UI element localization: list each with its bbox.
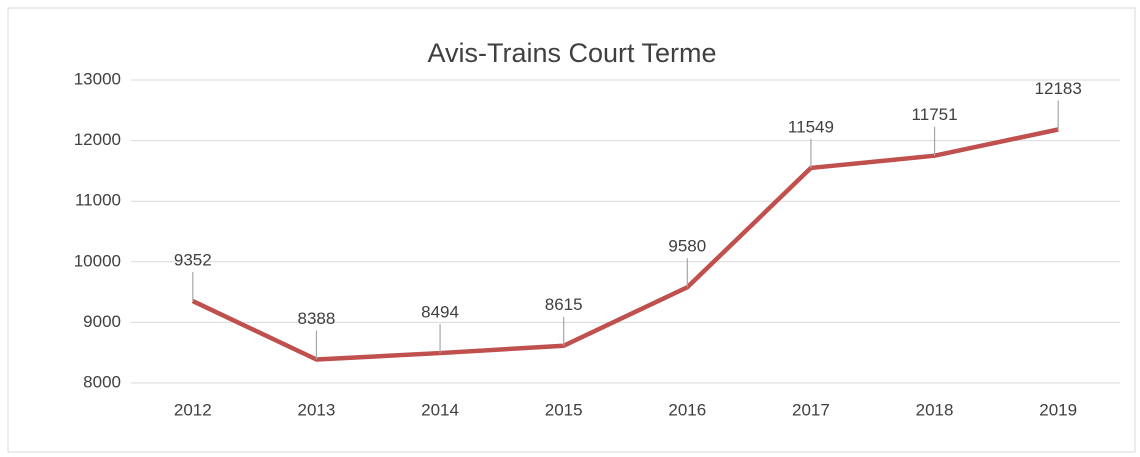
y-tick-label: 12000 <box>74 130 121 149</box>
data-label: 8494 <box>421 303 459 322</box>
y-tick-label: 10000 <box>74 251 121 270</box>
y-tick-label: 8000 <box>83 372 121 391</box>
y-tick-label: 13000 <box>74 69 121 88</box>
data-label: 8388 <box>298 309 336 328</box>
x-tick-label: 2013 <box>298 400 336 419</box>
data-label: 12183 <box>1035 79 1082 98</box>
x-tick-label: 2012 <box>174 400 212 419</box>
x-tick-label: 2018 <box>916 400 954 419</box>
data-label: 11549 <box>788 117 834 136</box>
y-tick-label: 9000 <box>83 312 121 331</box>
data-label: 8615 <box>545 295 583 314</box>
x-tick-label: 2019 <box>1039 400 1077 419</box>
x-tick-label: 2014 <box>421 400 459 419</box>
x-tick-label: 2016 <box>668 400 706 419</box>
chart-title: Avis-Trains Court Terme <box>427 38 716 68</box>
x-tick-label: 2015 <box>545 400 583 419</box>
data-label: 9352 <box>174 251 212 270</box>
data-label: 11751 <box>912 105 958 124</box>
data-label: 9580 <box>668 237 706 256</box>
x-tick-label: 2017 <box>792 400 830 419</box>
line-series <box>191 127 1059 362</box>
chart-frame <box>7 7 1136 453</box>
y-tick-label: 11000 <box>75 191 121 210</box>
